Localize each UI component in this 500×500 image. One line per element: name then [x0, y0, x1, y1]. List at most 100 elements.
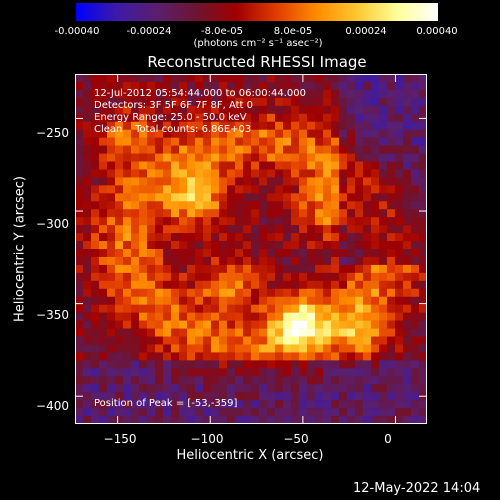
heatmap-cell — [99, 368, 108, 377]
heatmap-cell — [235, 97, 244, 107]
heatmap-cell — [155, 249, 164, 258]
heatmap-cell — [259, 81, 268, 91]
heatmap-cell — [307, 328, 316, 337]
heatmap-cell — [203, 376, 212, 385]
heatmap-cell — [403, 368, 412, 377]
heatmap-cell — [163, 336, 172, 345]
heatmap-cell — [363, 153, 372, 162]
heatmap-cell — [307, 74, 316, 83]
heatmap-cell — [291, 185, 300, 194]
heatmap-cell — [411, 89, 420, 99]
heatmap-cell — [395, 280, 404, 290]
heatmap-cell — [139, 416, 148, 424]
heatmap-cell — [227, 121, 236, 130]
heatmap-cell — [227, 352, 236, 361]
heatmap-cell — [243, 113, 252, 123]
heatmap-cell — [283, 264, 292, 274]
heatmap-cell — [339, 74, 348, 83]
heatmap-cell — [219, 408, 228, 417]
heatmap-cell — [387, 145, 396, 154]
heatmap-cell — [107, 368, 116, 377]
heatmap-cell — [187, 185, 196, 194]
heatmap-cell — [235, 368, 244, 377]
heatmap-cell — [379, 256, 388, 266]
heatmap-cell — [211, 320, 220, 329]
heatmap-cell — [115, 296, 124, 305]
heatmap-cell — [219, 416, 228, 424]
heatmap-cell — [155, 185, 164, 194]
heatmap-cell — [139, 121, 148, 130]
heatmap-cell — [187, 376, 196, 385]
heatmap-cell — [411, 97, 420, 107]
heatmap-cell — [403, 416, 412, 424]
heatmap-cell — [203, 392, 212, 401]
heatmap-cell — [283, 169, 292, 178]
heatmap-cell — [123, 193, 132, 202]
heatmap-cell — [307, 241, 316, 250]
heatmap-cell — [371, 241, 380, 250]
heatmap-cell — [371, 256, 380, 266]
heatmap-cell — [355, 376, 364, 385]
heatmap-cell — [219, 113, 228, 123]
heatmap-cell — [387, 328, 396, 337]
heatmap-cell — [211, 74, 220, 83]
heatmap-cell — [315, 352, 324, 361]
heatmap-cell — [403, 97, 412, 107]
heatmap-cell — [99, 408, 108, 417]
heatmap-cell — [267, 193, 276, 202]
heatmap-cell — [219, 328, 228, 337]
heatmap-cell — [179, 161, 188, 170]
heatmap-cell — [203, 408, 212, 417]
heatmap-cell — [411, 177, 420, 186]
heatmap-cell — [195, 233, 204, 242]
heatmap-cell — [315, 97, 324, 107]
heatmap-cell — [267, 360, 276, 369]
heatmap-cell — [243, 185, 252, 194]
heatmap-cell — [331, 193, 340, 202]
heatmap-cell — [331, 217, 340, 226]
heatmap-cell — [275, 185, 284, 194]
heatmap-cell — [403, 400, 412, 409]
energy-range-text: Energy Range: 25.0 - 50.0 keV — [94, 112, 247, 123]
heatmap-cell — [155, 129, 164, 138]
heatmap-cell — [339, 288, 348, 298]
heatmap-cell — [187, 312, 196, 321]
heatmap-cell — [307, 153, 316, 162]
heatmap-cell — [291, 368, 300, 377]
heatmap-cell — [299, 81, 308, 91]
heatmap-cell — [219, 74, 228, 83]
heatmap-cell — [363, 352, 372, 361]
heatmap-cell — [323, 217, 332, 226]
heatmap-cell — [371, 233, 380, 242]
heatmap-cell — [83, 81, 92, 91]
heatmap-cell — [139, 185, 148, 194]
heatmap-cell — [259, 360, 268, 369]
heatmap-cell — [171, 368, 180, 377]
heatmap-cell — [107, 97, 116, 107]
heatmap-cell — [387, 336, 396, 345]
heatmap-cell — [187, 400, 196, 409]
heatmap-cell — [323, 312, 332, 321]
heatmap-cell — [123, 113, 132, 123]
heatmap-cell — [163, 249, 172, 258]
heatmap-cell — [315, 177, 324, 186]
heatmap-cell — [227, 177, 236, 186]
heatmap-cell — [331, 177, 340, 186]
heatmap-cell — [219, 145, 228, 154]
heatmap-cell — [299, 344, 308, 353]
heatmap-cell — [267, 113, 276, 123]
heatmap-cell — [123, 201, 132, 210]
heatmap-cell — [347, 264, 356, 274]
heatmap-cell — [147, 137, 156, 146]
heatmap-cell — [211, 280, 220, 290]
heatmap-cell — [395, 376, 404, 385]
heatmap-cell — [203, 360, 212, 369]
heatmap-cell — [115, 264, 124, 274]
heatmap-cell — [411, 408, 420, 417]
heatmap-cell — [355, 201, 364, 210]
heatmap-cell — [395, 105, 404, 115]
heatmap-cell — [315, 416, 324, 424]
heatmap-cell — [403, 89, 412, 99]
heatmap-cell — [83, 209, 92, 218]
heatmap-cell — [211, 344, 220, 353]
